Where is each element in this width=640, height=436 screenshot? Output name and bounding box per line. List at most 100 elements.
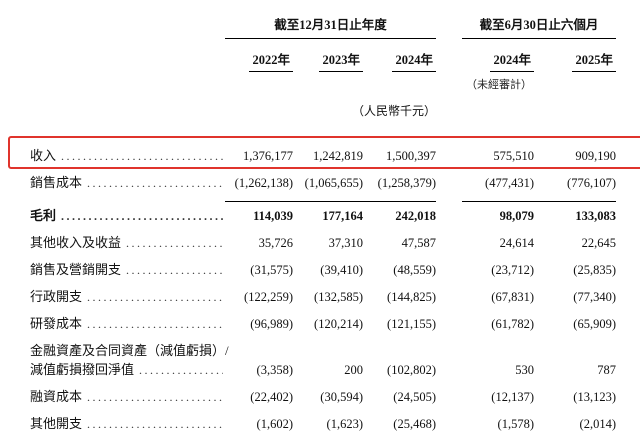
value-2024: 47,587 [401,236,436,250]
currency-unit-row: （人民幣千元） [30,102,640,119]
annual-period-group-header: 截至12月31日止年度 [225,14,436,39]
row-label-cell: 研發成本 [30,313,225,336]
value-2025-interim: (77,340) [573,290,616,304]
row-label-line1: 金融資產及合同資產（減值虧損）/ [30,343,229,358]
table-row: 銷售成本 (1,262,138) (1,065,655) (1,258,379)… [30,168,640,195]
table-row: 行政開支 (122,259) (132,585) (144,825) (67,8… [30,282,640,309]
value-2024-interim: 98,079 [462,201,534,228]
value-2024-interim: (67,831) [491,290,534,304]
value-2024: (121,155) [387,317,436,331]
value-2022: (22,402) [250,390,293,404]
dot-leader [87,289,223,305]
dot-leader [87,389,223,405]
value-2023: (132,585) [314,290,363,304]
value-2022: 35,726 [258,236,293,250]
value-2024: 1,500,397 [386,149,436,163]
financial-summary-table: 截至12月31日止年度 截至6月30日止六個月 2022年 2023年 2024… [0,0,640,427]
row-label: 銷售成本 [30,175,83,190]
value-2022: (96,989) [250,317,293,331]
value-2024: (102,802) [387,363,436,377]
value-2024-interim: (477,431) [485,176,534,190]
table-row: 銷售及營銷開支 (31,575) (39,410) (48,559) (23,7… [30,255,640,282]
row-label-cell: 行政開支 [30,286,225,309]
dot-leader [61,148,223,164]
column-gap [436,76,462,92]
value-2023: (1,065,655) [304,176,363,190]
dot-leader [139,362,223,378]
value-2024-interim: 575,510 [493,149,534,163]
row-label: 銷售及營銷開支 [30,262,122,277]
value-2025-interim: (65,909) [573,317,616,331]
value-2024: (24,505) [393,390,436,404]
row-label-cell: 金融資產及合同資產（減值虧損）/ 減值虧損撥回淨值 [30,342,229,382]
row-label-cell: 其他收入及收益 [30,232,225,255]
value-2025-interim: (13,123) [573,390,616,404]
value-2025-interim: (25,835) [573,263,616,277]
row-label: 融資成本 [30,389,83,404]
row-label: 其他開支 [30,416,83,431]
row-label-cell: 收入 [30,145,225,168]
year-header-row: 2022年 2023年 2024年 2024年 2025年 [30,49,640,72]
dot-leader [87,416,223,432]
value-2024-interim: (12,137) [491,390,534,404]
annual-period-title: 截至12月31日止年度 [274,18,387,32]
value-2023: (30,594) [320,390,363,404]
year-2022-label: 2022年 [249,49,293,72]
value-2022: 114,039 [225,201,293,228]
value-2024: (48,559) [393,263,436,277]
value-2025-interim: 22,645 [581,236,616,250]
value-2024-interim: 24,614 [499,236,534,250]
row-label: 毛利 [30,208,57,223]
table-row: 融資成本 (22,402) (30,594) (24,505) (12,137)… [30,382,640,409]
dot-leader [61,208,223,224]
row-label-cell: 銷售成本 [30,172,225,195]
value-2025-interim: (776,107) [567,176,616,190]
row-label: 收入 [30,148,57,163]
year-2025-interim-label: 2025年 [572,49,616,72]
value-2024-interim: (23,712) [491,263,534,277]
value-2022: (3,358) [256,363,293,377]
table-row: 金融資產及合同資產（減值虧損）/ 減值虧損撥回淨值 (3,358) 200 (1… [30,336,640,382]
value-2022: (31,575) [250,263,293,277]
year-2023-label: 2023年 [319,49,363,72]
dot-leader [126,262,223,278]
table-row: 研發成本 (96,989) (120,214) (121,155) (61,78… [30,309,640,336]
year-2024-label: 2024年 [392,49,436,72]
value-2023: 1,242,819 [313,149,363,163]
value-2024: (1,258,379) [377,176,436,190]
column-gap [436,102,462,119]
value-2023: (120,214) [314,317,363,331]
dot-leader [87,316,223,332]
value-2023: (39,410) [320,263,363,277]
row-label: 減值虧損撥回淨值 [30,362,135,377]
row-label: 其他收入及收益 [30,235,122,250]
currency-unit-note: （人民幣千元） [351,104,436,118]
table-row: 毛利 114,039 177,164 242,018 98,079 133,08… [30,195,640,228]
value-2025-interim: 787 [597,363,616,377]
table-row: 其他開支 (1,602) (1,623) (25,468) (1,578) (2… [30,409,640,436]
table-body: 收入 1,376,177 1,242,819 1,500,397 575,510… [8,136,640,436]
value-2024: 242,018 [363,201,436,228]
column-gap [436,49,462,72]
value-2023: 177,164 [293,201,363,228]
table-row: 收入 1,376,177 1,242,819 1,500,397 575,510… [8,136,640,169]
row-label: 行政開支 [30,289,83,304]
value-2022: (1,262,138) [234,176,293,190]
row-label-cell: 毛利 [30,205,225,228]
value-2025-interim: 909,190 [575,149,616,163]
unaudited-note: （未經審計） [466,79,532,91]
table-row: 其他收入及收益 35,726 37,310 47,587 24,614 22,6… [30,228,640,255]
dot-leader [87,175,223,191]
period-group-header-row: 截至12月31日止年度 截至6月30日止六個月 [30,14,640,39]
unaudited-note-row: （未經審計） [30,76,640,92]
value-2024-interim: 530 [515,363,534,377]
row-label: 研發成本 [30,316,83,331]
value-2023: 200 [344,363,363,377]
row-label-cell: 其他開支 [30,413,225,436]
value-2024: (144,825) [387,290,436,304]
column-gap [436,432,462,436]
empty-label-cell [30,49,225,72]
row-label-cell: 銷售及營銷開支 [30,259,225,282]
value-2025-interim: 133,083 [534,201,616,228]
row-label-cell: 融資成本 [30,386,225,409]
